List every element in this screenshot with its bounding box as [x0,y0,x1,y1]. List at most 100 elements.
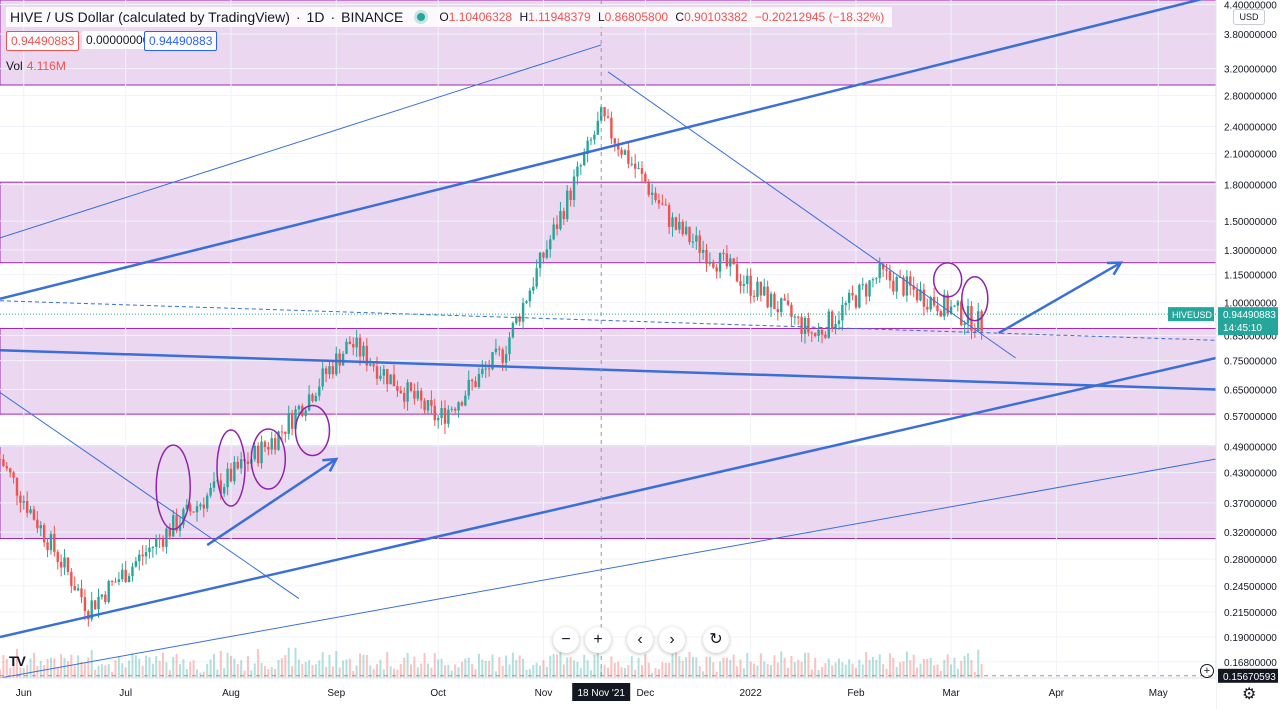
volume-bar [685,657,688,678]
candle-body [674,217,678,230]
volume-bar [916,667,919,678]
candle-body [121,569,124,580]
candle-body [881,263,885,270]
candle-body [735,264,739,282]
zoom-out-button[interactable]: − [553,627,579,653]
tradingview-logo[interactable]: TV [9,653,26,669]
candle-body [684,226,688,235]
price-tick-label: 0.19000000 [1224,633,1277,644]
candle-body [66,557,70,572]
volume-bar [814,657,817,678]
volume-bar [389,666,392,678]
candle-body [807,317,810,333]
volume-bar [403,657,406,678]
scroll-right-button[interactable]: › [659,627,685,653]
volume-bar [365,654,368,678]
candle-body [858,284,861,308]
price-tick-label: 1.80000000 [1224,180,1277,191]
candle-body [138,554,141,562]
candle-body [528,290,532,302]
candle-body [813,332,817,336]
candle-body [878,263,881,279]
candle-body [868,280,871,297]
price-tick-label: 1.50000000 [1224,217,1277,228]
volume-bar [566,657,569,678]
candle-body [419,390,423,401]
candle-body [270,438,273,450]
volume-bar [939,670,942,678]
volume-bar [362,654,365,678]
volume-bar [644,654,647,678]
candle-body [847,292,851,304]
candle-body [63,557,66,568]
candle-body [56,551,59,562]
candle-body [0,459,2,461]
volume-bar [875,659,878,678]
interval-label[interactable]: 1D [306,9,325,25]
candle-body [780,298,783,313]
price-tick-label: 0.75000000 [1224,357,1277,368]
volume-bar [871,656,874,678]
volume-bar [967,653,970,678]
volume-bar [460,661,463,678]
volume-bar [331,666,334,678]
volume-bar [423,653,426,678]
volume-legend: Vol 4.116M [6,59,66,73]
annotations[interactable] [155,261,1124,547]
currency-selector[interactable]: USD [1233,9,1265,25]
candle-body [824,334,827,338]
scroll-left-button[interactable]: ‹ [627,627,653,653]
candle-body [280,431,284,433]
volume-bar [66,661,69,678]
volume-bar [977,649,980,678]
volume-bar [267,669,270,678]
candle-body [450,408,453,410]
crosshair-date-label: 18 Nov '21 [577,688,625,699]
candle-body [114,581,117,583]
candle-body [12,472,15,478]
volume-bar [742,668,745,678]
add-alert-icon[interactable]: + [1200,664,1214,678]
volume-bar [980,664,983,678]
gear-icon[interactable]: ⚙ [1242,686,1257,703]
sell-price-button[interactable]: 0.94490883 [6,31,80,51]
volume-bar [420,663,423,678]
volume-bar [603,664,606,678]
volume-bar [708,656,711,678]
volume-bar [206,663,209,678]
time-axis[interactable]: Jun Jul Aug Sep Oct Nov Dec 2022 Feb Mar Apr May 18 … [0,677,1216,709]
volume-bar [369,665,372,678]
volume-bar [229,655,232,678]
volume-bar [236,664,239,678]
candle-body [182,509,185,525]
trendline-drawings[interactable] [0,0,1217,679]
candle-body [155,538,158,547]
buy-price-button[interactable]: 0.94490883 [144,31,218,51]
volume-bar [535,662,538,678]
volume-bar [464,658,467,678]
candle-body [596,120,600,135]
candle-body [875,278,878,280]
volume-bar [359,653,362,678]
candle-body [433,405,436,421]
volume-bar [674,652,677,678]
volume-bar [260,662,263,678]
candle-body [895,277,898,292]
last-price-box [1218,307,1278,336]
zoom-in-button[interactable]: + [585,627,611,653]
volume-bar [698,666,701,678]
symbol-title[interactable]: HIVE / US Dollar (calculated by TradingV… [10,9,290,25]
volume-bar [471,663,474,678]
volume-bar [671,653,674,678]
candle-body [53,533,56,552]
volume-bar [141,665,144,678]
candle-body [73,585,76,591]
volume-bar [596,652,599,678]
candle-body [797,316,800,318]
volume-bar [185,669,188,678]
reset-chart-button[interactable]: ↻ [703,627,729,653]
volume-bar [780,651,783,678]
candle-body [185,504,189,510]
